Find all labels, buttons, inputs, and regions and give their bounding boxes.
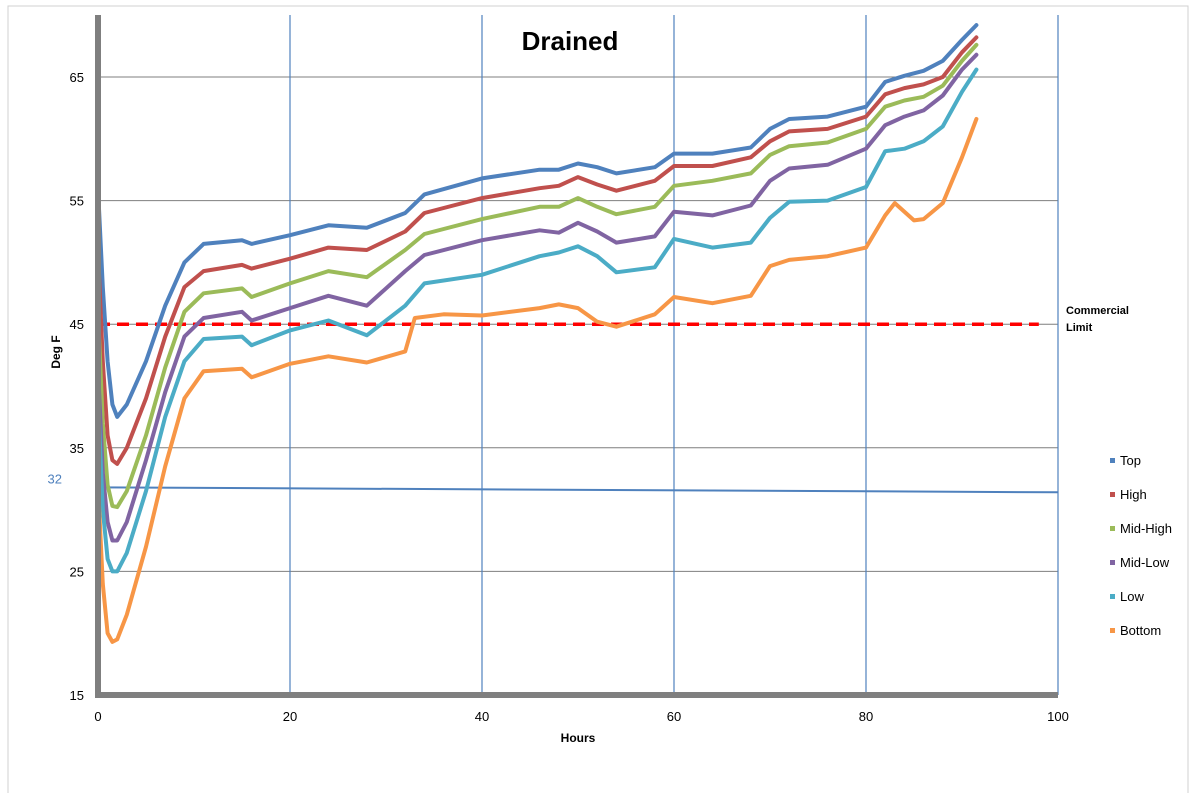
- commercial-limit-label-line2: Limit: [1066, 322, 1093, 334]
- y-tick-label-45: 45: [70, 317, 84, 332]
- axes: [95, 15, 1058, 698]
- legend-swatch-high: [1110, 492, 1115, 497]
- legend-label-mid-high: Mid-High: [1120, 521, 1172, 536]
- legend-swatch-low: [1110, 594, 1115, 599]
- y-tick-labels: 15 25 35 45 55 65: [70, 70, 84, 703]
- legend-label-bottom: Bottom: [1120, 623, 1161, 638]
- series-line-mid-high: [96, 42, 979, 510]
- x-tick-label-20: 20: [283, 709, 297, 724]
- series-line-bottom: [96, 117, 979, 644]
- legend-swatch-top: [1110, 458, 1115, 463]
- x-axis-title: Hours: [561, 731, 596, 745]
- reference-lines: Commercial Limit 32: [48, 305, 1129, 494]
- x-tick-label-40: 40: [475, 709, 489, 724]
- legend-swatch-bottom: [1110, 628, 1115, 633]
- y-tick-label-25: 25: [70, 564, 84, 579]
- y-tick-label-65: 65: [70, 70, 84, 85]
- commercial-limit-label-line1: Commercial: [1066, 305, 1129, 317]
- x-tick-labels: 0 20 40 60 80 100: [94, 709, 1068, 724]
- series-line-mid-low: [96, 52, 979, 543]
- y-tick-label-35: 35: [70, 441, 84, 456]
- chart-title: Drained: [522, 26, 619, 56]
- series-lines: [96, 23, 979, 644]
- chart-border: [7, 5, 1189, 793]
- series-line-high: [96, 35, 979, 466]
- legend-label-low: Low: [1120, 589, 1144, 604]
- y-tick-label-15: 15: [70, 688, 84, 703]
- x-tick-label-0: 0: [94, 709, 101, 724]
- vertical-gridlines: [289, 15, 1059, 695]
- freezing-line: [97, 486, 1059, 494]
- legend-label-high: High: [1120, 487, 1147, 502]
- chart-frame: [7, 5, 1189, 793]
- x-tick-label-60: 60: [667, 709, 681, 724]
- x-tick-label-100: 100: [1047, 709, 1069, 724]
- x-tick-label-80: 80: [859, 709, 873, 724]
- freezing-line-label: 32: [48, 471, 62, 486]
- y-tick-label-55: 55: [70, 194, 84, 209]
- legend: Top High Mid-High Mid-Low Low Bottom: [1110, 453, 1172, 638]
- legend-swatch-mid-high: [1110, 526, 1115, 531]
- series-line-top: [96, 23, 979, 419]
- y-axis-title: Deg F: [49, 335, 63, 368]
- legend-swatch-mid-low: [1110, 560, 1115, 565]
- series-line-low: [96, 67, 979, 574]
- legend-label-mid-low: Mid-Low: [1120, 555, 1170, 570]
- legend-label-top: Top: [1120, 453, 1141, 468]
